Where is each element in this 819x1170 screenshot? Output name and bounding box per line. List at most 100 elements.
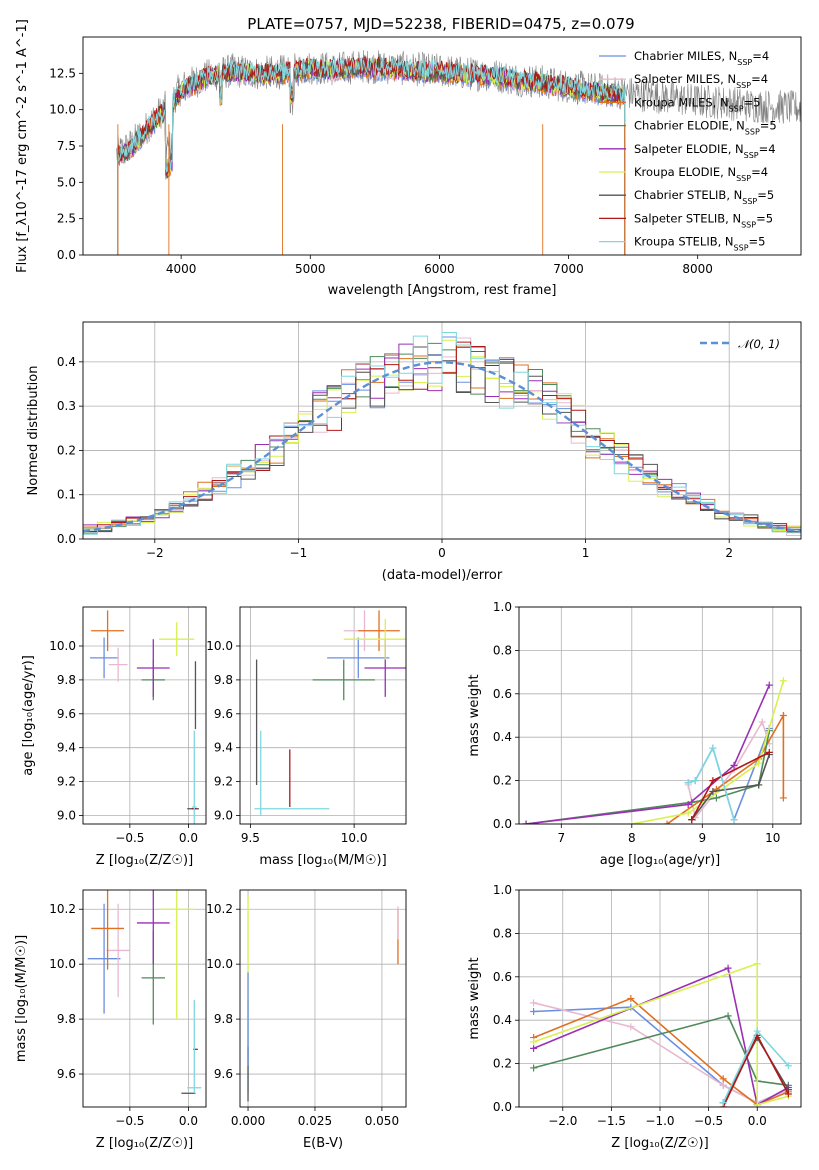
legend-subscript: SSP [737,58,752,67]
axes-frame [82,36,802,256]
weight-marker [779,677,787,685]
axes-frame [82,889,207,1108]
legend-subscript: SSP [745,127,760,136]
x-axis-label: (data-model)/error [382,568,503,583]
y-tick-label: 0.4 [493,730,512,744]
x-tick-label: −1.5 [597,1114,626,1128]
weight-marker [709,787,717,795]
weight-marker [530,1038,538,1046]
weight-marker [522,820,530,824]
y-tick-label: 9.6 [57,707,76,721]
y-tick-label: 0.6 [493,970,512,984]
weight-series-line [533,1014,789,1087]
legend-text: Kroupa ELODIE, N [634,165,736,179]
legend-text: Salpeter STELIB, N [634,211,741,225]
legend-text: Kroupa MILES, N [634,95,729,109]
y-axis-label: Normed distribution [26,366,41,496]
x-tick-label: 0.050 [365,1114,399,1128]
legend-suffix: =4 [751,72,768,86]
axes-spectrum: 4000 5000 6000 7000 8000 0.0 2.5 5.0 7.5 10.0 12.5… [15,19,802,298]
y-tick-label: 0.3 [57,399,76,413]
y-tick-label: 1.0 [493,600,512,614]
weight-marker [724,1012,732,1020]
weight-plot-area [522,677,787,824]
y-tick-label: 10.0 [206,957,233,971]
axes-frame [239,606,407,825]
x-axis-label: E(B-V) [303,1136,343,1151]
weight-marker [753,960,761,968]
y-tick-label: 9.4 [214,741,233,755]
axes-z_mass: −0.5 0.0 9.6 9.8 10.0 10.2 Z [log₁₀(Z/Z☉)] mass… [14,889,207,1151]
weight-marker [719,1075,727,1083]
error-bar-point [327,637,390,679]
legend-text: Kroupa STELIB, N [634,235,734,249]
y-tick-label: 2.5 [57,212,76,226]
weight-marker [530,1064,538,1072]
errorbar-plot-area [87,890,202,1094]
x-axis-label: Z [log₁₀(Z/Z☉)] [96,853,193,868]
weight-marker [684,779,692,787]
y-tick-label: 0.2 [493,1057,512,1071]
spectrum-plot-area [116,50,801,255]
y-tick-label: 0.2 [493,774,512,788]
x-tick-label: −2.0 [548,1114,577,1128]
y-tick-label: 9.2 [214,775,233,789]
legend-text: Salpeter ELODIE, N [634,142,744,156]
y-tick-label: 9.6 [214,707,233,721]
x-axis-label: mass [log₁₀(M/M☉)] [259,853,386,868]
y-tick-label: 0.1 [57,488,76,502]
legend-entry: Chabrier STELIB, NSSP=5 [634,188,774,206]
x-tick-label: 1 [582,546,590,560]
legend-suffix: =5 [757,188,774,202]
x-tick-label: 2 [725,546,733,560]
y-tick-label: 10.0 [49,957,76,971]
error-bar-point [343,618,406,660]
x-tick-label: 0.0 [179,1114,198,1128]
x-tick-label: −0.5 [115,1114,144,1128]
x-tick-label: 6000 [424,262,455,276]
legend-entry: Kroupa STELIB, NSSP=5 [634,235,765,253]
legend-entry: Salpeter STELIB, NSSP=5 [634,211,773,229]
error-bar-point [90,637,119,679]
weight-marker [724,964,732,972]
y-tick-label: 10.2 [206,902,233,916]
legend-text: Chabrier STELIB, N [634,188,742,202]
x-axis-label: Z [log₁₀(Z/Z☉)] [96,1136,193,1151]
error-bar-point [312,659,375,701]
axes-residuals: −2 −1 0 1 2 0.0 0.1 0.2 0.3 0.4 (data-model)/error… [26,321,802,583]
axes-frame [82,321,802,540]
axes-mass_age: 9.5 10.0 9.0 9.2 9.4 9.6 9.8 10.0 mass [log₁₀(M/… [206,606,407,868]
x-tick-label: 9.5 [241,831,260,845]
error-bar-point [358,610,400,652]
weight-marker [688,816,696,824]
x-tick-label: −1 [290,546,308,560]
x-tick-label: −2 [146,546,164,560]
legend-suffix: =5 [760,119,777,133]
weight-plot-area [530,960,792,1107]
legend-entry: Kroupa ELODIE, NSSP=4 [634,165,768,183]
legend-subscript: SSP [736,81,751,90]
y-tick-label: 9.2 [57,775,76,789]
x-tick-label: 0.000 [231,1114,265,1128]
y-tick-label: 10.0 [206,639,233,653]
axes-z_age: −0.5 0.0 9.0 9.2 9.4 9.6 9.8 10.0 Z [log₁₀(Z/Z☉)… [21,606,207,868]
error-bar-point [87,903,121,1014]
weight-marker [753,1101,761,1107]
weight-marker [784,1090,792,1098]
x-tick-label: 8 [628,831,636,845]
error-bar-point [91,610,124,652]
y-axis-label: Flux [f_λ10^-17 erg cm^-2 s^-1 A^-1] [15,19,30,273]
y-tick-label: 0.6 [493,687,512,701]
x-tick-label: −1.0 [645,1114,674,1128]
legend-suffix: =4 [759,142,776,156]
y-axis-label: mass weight [467,957,482,1039]
error-bar-point [108,647,128,682]
x-tick-label: 0 [438,546,446,560]
error-bar-point [136,890,170,965]
x-tick-label: 8000 [682,262,713,276]
weight-marker [730,761,738,769]
axes-frame [239,889,407,1108]
error-bar-point [91,890,124,970]
weight-marker [755,759,763,767]
